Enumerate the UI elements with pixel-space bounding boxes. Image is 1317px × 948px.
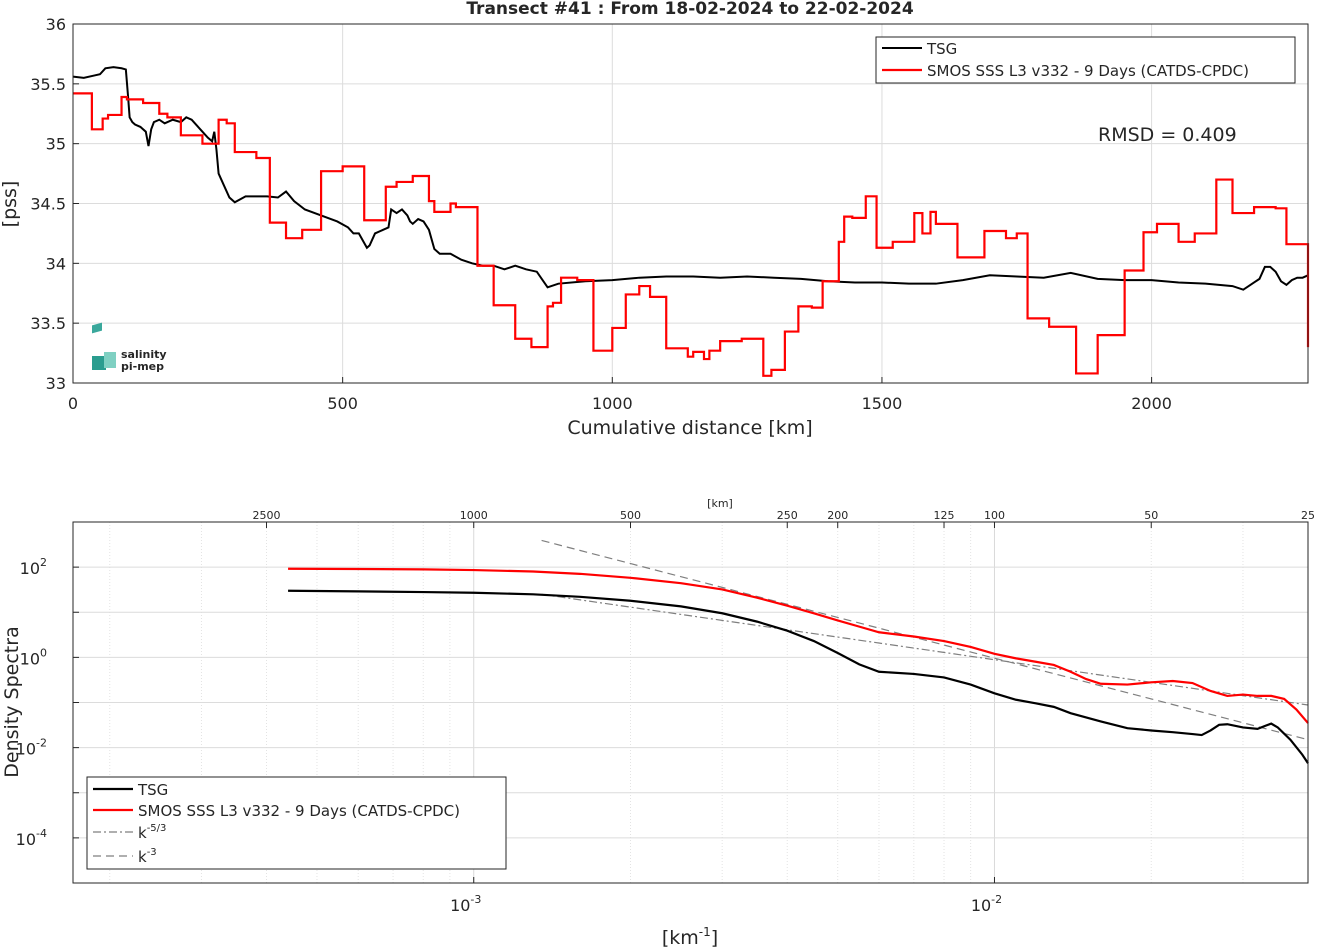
smos-spectrum-line — [288, 567, 1309, 724]
bottom-panel: 10-3 10-2 102 100 10-2 10-4 2500 1000 500 250 20… — [1, 497, 1315, 948]
top-km-tick-label: 2500 — [253, 509, 281, 522]
bottom-legend: TSG SMOS SSS L3 v332 - 9 Days (CATDS-CPD… — [86, 776, 507, 870]
top-y-tick-label: 36 — [46, 15, 66, 34]
logo-cube-left — [92, 356, 106, 370]
top-y-tick-label: 34.5 — [30, 195, 66, 214]
bottom-legend-k53-label: k-5/3 — [138, 823, 166, 842]
bottom-top-km-tick-labels: 2500 1000 500 250 200 125 100 50 25 — [253, 509, 1315, 522]
tsg-salinity-line — [72, 66, 1309, 291]
top-x-tick-label: 1000 — [592, 394, 633, 413]
top-panel: salinity pi-mep 0 500 1000 1500 2000 3333.53… — [0, 0, 1310, 439]
top-legend-smos-label: SMOS SSS L3 v332 - 9 Days (CATDS-CPDC) — [927, 62, 1249, 80]
top-x-tick-label: 2000 — [1131, 394, 1172, 413]
bottom-x-axis-label: [km-1] — [662, 925, 718, 948]
top-km-axis-label: [km] — [707, 497, 733, 510]
top-km-tick-label: 50 — [1144, 509, 1158, 522]
logo-cube-top — [92, 322, 102, 334]
smos-salinity-line — [73, 92, 1310, 377]
top-km-tick-label: 200 — [827, 509, 848, 522]
salinity-pi-mep-logo: salinity pi-mep — [92, 322, 167, 373]
top-x-tick-labels: 0 500 1000 1500 2000 — [68, 394, 1172, 413]
top-y-tick-labels: 33 33.5 34 34.5 35 35.5 36 — [30, 15, 66, 393]
top-y-tick-label: 35.5 — [30, 75, 66, 94]
top-x-tick-label: 0 — [68, 394, 78, 413]
bottom-y-tick-label: 10-2 — [16, 737, 47, 759]
top-y-axis-label: [pss] — [0, 181, 21, 228]
bottom-x-tick-labels: 10-3 10-2 — [450, 893, 1002, 915]
top-legend-box — [875, 36, 1296, 84]
bottom-y-tick-label: 10-4 — [16, 827, 47, 849]
top-x-axis-label: Cumulative distance [km] — [567, 417, 812, 439]
bottom-legend-k3-label: k-3 — [138, 847, 157, 866]
bottom-legend-smos-label: SMOS SSS L3 v332 - 9 Days (CATDS-CPDC) — [138, 802, 460, 820]
bottom-y-axis-label: Density Spectra — [1, 626, 23, 777]
bottom-axes-box — [72, 521, 1309, 884]
bottom-legend-tsg-label: TSG — [137, 781, 168, 799]
bottom-y-tick-label: 102 — [20, 556, 47, 578]
top-km-tick-label: 125 — [934, 509, 955, 522]
k-cubed-reference-line — [541, 539, 1309, 741]
bottom-y-tick-labels: 102 100 10-2 10-4 — [16, 556, 47, 849]
top-y-tick-label: 34 — [46, 254, 66, 273]
top-km-tick-label: 100 — [984, 509, 1005, 522]
bottom-x-tick-label: 10-3 — [450, 893, 481, 915]
logo-text-pimep: pi-mep — [121, 360, 164, 373]
bottom-x-tick-label: 10-2 — [971, 893, 1002, 915]
top-x-tick-label: 1500 — [862, 394, 903, 413]
top-km-tick-label: 1000 — [460, 509, 488, 522]
top-km-tick-label: 500 — [620, 509, 641, 522]
top-x-tick-label: 500 — [327, 394, 358, 413]
bottom-y-tick-label: 100 — [20, 646, 47, 668]
top-axes-box — [72, 23, 1309, 384]
rmsd-annotation: RMSD = 0.409 — [1098, 124, 1237, 146]
k-five-thirds-reference-line — [541, 593, 1309, 706]
top-chart-title: Transect #41 : From 18-02-2024 to 22-02-… — [466, 0, 914, 19]
logo-cube-right — [104, 352, 116, 368]
tsg-spectrum-line — [288, 589, 1309, 764]
top-y-tick-label: 33.5 — [30, 314, 66, 333]
top-y-tick-label: 33 — [46, 374, 66, 393]
top-km-tick-label: 25 — [1301, 509, 1315, 522]
top-km-tick-label: 250 — [777, 509, 798, 522]
logo-text-salinity: salinity — [121, 348, 167, 361]
top-legend: TSG SMOS SSS L3 v332 - 9 Days (CATDS-CPD… — [875, 36, 1296, 84]
top-y-tick-label: 35 — [46, 135, 66, 154]
top-legend-tsg-label: TSG — [926, 40, 957, 58]
bottom-legend-box — [86, 776, 507, 870]
